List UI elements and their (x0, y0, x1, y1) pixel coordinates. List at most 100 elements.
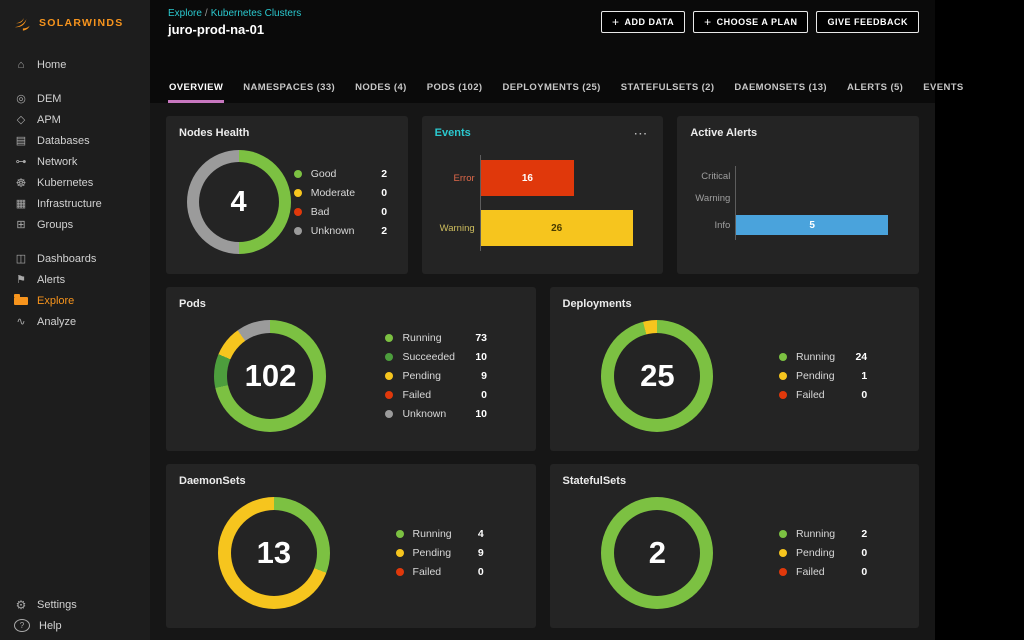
sidebar-item-settings[interactable]: ⚙ Settings (0, 594, 150, 615)
sidebar-section: ◎ DEM ◇ APM ▤ Databases ⊶ Network ☸ Kubernetes ▦ In… (0, 88, 150, 235)
legend-value: 2 (381, 224, 388, 237)
card-header: StatefulSets (563, 475, 907, 487)
bar-chart-body: Critical Warning Info 5 (690, 139, 906, 263)
choose-a-plan-button[interactable]: + CHOOSE A PLAN (693, 11, 809, 33)
legend-label: Running (402, 332, 442, 344)
legend: Running 2 Pending 0 Failed 0 (779, 528, 867, 578)
sidebar-item-analyze[interactable]: ∿ Analyze (0, 311, 150, 332)
donut-chart-body: 13 Running 4 Pending 9 Failed 0 (179, 487, 523, 617)
card-title: DaemonSets (179, 475, 246, 487)
apm-icon: ◇ (16, 114, 26, 126)
sidebar-item-home[interactable]: ⌂ Home (0, 54, 150, 75)
add-data-button[interactable]: + ADD DATA (600, 11, 686, 33)
legend-value: 24 (855, 351, 868, 363)
header-spacer (150, 48, 935, 78)
legend-value: 9 (477, 547, 484, 559)
legend-value: 1 (861, 370, 868, 382)
home-icon: ⌂ (17, 58, 25, 71)
legend-color-dot (293, 226, 302, 235)
legend-color-dot (779, 549, 788, 557)
give-feedback-button[interactable]: GIVE FEEDBACK (816, 11, 919, 33)
sidebar-item-help[interactable]: ? Help (0, 615, 150, 636)
card-title: StatefulSets (562, 475, 627, 487)
page-title: juro-prod-na-01 (168, 22, 265, 37)
bar-info: 5 (736, 215, 888, 235)
tab-deployments[interactable]: DEPLOYMENTS (25) (502, 82, 601, 93)
sidebar-item-groups[interactable]: ⊞ Groups (0, 214, 150, 235)
donut-center-value: 2 (648, 535, 666, 570)
sidebar-item-dem[interactable]: ◎ DEM (0, 88, 150, 109)
legend-value: 10 (475, 408, 487, 420)
legend-color-dot (293, 188, 302, 197)
legend-value: 0 (861, 389, 868, 401)
donut-chart: 4 (186, 150, 291, 254)
tab-alerts[interactable]: ALERTS (5) (847, 82, 904, 93)
card-active-alerts: Active Alerts Critical Warning Info 5 (677, 116, 919, 274)
tab-nodes[interactable]: NODES (4) (355, 82, 407, 93)
sidebar-item-label: Settings (37, 598, 77, 611)
analyze-icon: ∿ (16, 316, 26, 328)
breadcrumb: Explore / Kubernetes Clusters (168, 8, 301, 19)
legend-value: 2 (381, 167, 388, 180)
sidebar-item-databases[interactable]: ▤ Databases (0, 130, 150, 151)
sidebar-item-label: Dashboards (37, 252, 97, 265)
sidebar-item-network[interactable]: ⊶ Network (0, 151, 150, 172)
legend-label: Moderate (310, 186, 356, 199)
legend-color-dot (779, 391, 788, 399)
tab-pods[interactable]: PODS (102) (426, 82, 483, 93)
legend-color-dot (395, 530, 404, 538)
breadcrumb-link-kubernetes-clusters[interactable]: Kubernetes Clusters (210, 8, 302, 19)
sidebar-item-explore[interactable]: Explore (0, 290, 150, 311)
sidebar-item-kubernetes[interactable]: ☸ Kubernetes (0, 172, 150, 193)
dashboards-icon: ◫ (15, 253, 27, 265)
legend-value: 0 (861, 566, 868, 578)
legend-label: Failed (412, 566, 442, 578)
bar-warning: 26 (480, 210, 633, 246)
sidebar-item-label: Databases (37, 134, 90, 147)
card-daemonsets: DaemonSets 13 Running 4 Pending 9 Failed 0 (166, 464, 536, 628)
solarwinds-logo[interactable]: SOLARWINDS (0, 0, 150, 46)
sidebar-item-alerts[interactable]: ⚑ Alerts (0, 269, 150, 290)
card-row: Nodes Health 4 Good 2 Moderate 0 Bad 0 Unknown 2 E… (166, 116, 919, 274)
sidebar-item-label: Kubernetes (37, 176, 94, 189)
tab-namespaces[interactable]: NAMESPACES (33) (243, 82, 336, 93)
bar-chart: Error 16 Warning 26 (435, 155, 645, 251)
breadcrumb-link-explore[interactable]: Explore (168, 8, 202, 19)
tab-overview[interactable]: OVERVIEW (168, 78, 225, 103)
donut-chart: 2 (601, 497, 714, 609)
donut-chart-body: 4 Good 2 Moderate 0 Bad 0 Unknown 2 (179, 139, 395, 263)
card-deployments: Deployments 25 Running 24 Pending 1 Failed 0 (549, 287, 919, 451)
card-title: Deployments (562, 298, 632, 310)
legend-label: Good (310, 167, 337, 180)
sidebar-item-dashboards[interactable]: ◫ Dashboards (0, 248, 150, 269)
sidebar-item-label: Infrastructure (37, 197, 102, 210)
legend-label: Bad (310, 205, 330, 218)
legend-value: 0 (861, 547, 868, 559)
card-header: Events ⋯ (434, 124, 651, 141)
sidebar-item-infrastructure[interactable]: ▦ Infrastructure (0, 193, 150, 214)
card-title: Events (434, 127, 471, 139)
plus-icon: + (704, 15, 712, 29)
databases-icon: ▤ (15, 135, 27, 147)
tab-events[interactable]: EVENTS (923, 82, 964, 93)
bar-error: 16 (480, 160, 575, 196)
sidebar-item-label: Help (39, 619, 62, 632)
legend-value: 0 (381, 205, 388, 218)
donut-chart-body: 102 Running 73 Succeeded 10 Pending 9 Failed 0 Un… (179, 310, 523, 440)
tab-daemonsets[interactable]: DAEMONSETS (13) (734, 82, 827, 93)
dem-icon: ◎ (16, 93, 26, 105)
legend-label: Running (796, 528, 836, 540)
card-header: Nodes Health (179, 127, 395, 139)
legend-color-dot (385, 410, 394, 418)
more-options-icon[interactable]: ⋯ (633, 124, 649, 141)
donut-chart-body: 25 Running 24 Pending 1 Failed 0 (563, 310, 907, 440)
sidebar-item-apm[interactable]: ◇ APM (0, 109, 150, 130)
legend-color-dot (395, 568, 404, 576)
card-header: DaemonSets (179, 475, 523, 487)
card-title: Pods (179, 298, 206, 310)
sidebar-item-label: APM (37, 113, 61, 126)
donut-center-value: 13 (256, 535, 292, 570)
kubernetes-icon: ☸ (15, 175, 27, 190)
donut-chart: 102 (214, 320, 327, 432)
tab-statefulsets[interactable]: STATEFULSETS (2) (620, 82, 715, 93)
